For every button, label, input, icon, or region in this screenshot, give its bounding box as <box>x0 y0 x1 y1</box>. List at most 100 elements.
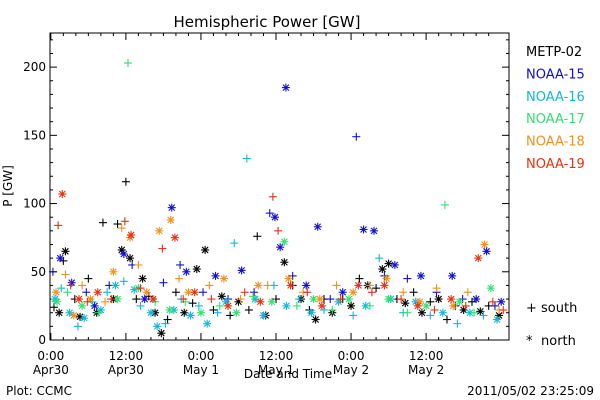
south-point <box>94 308 103 317</box>
north-point <box>359 225 368 234</box>
north-point <box>259 311 268 320</box>
south-point <box>107 295 116 304</box>
north-point <box>281 83 290 92</box>
star-stroke <box>422 302 430 310</box>
star-stroke <box>191 288 199 296</box>
x-tick-label-date: May 1 <box>258 363 294 377</box>
south-point <box>226 311 235 320</box>
south-point <box>265 209 274 218</box>
south-point <box>403 274 412 283</box>
south-point <box>78 281 87 290</box>
star-stroke <box>308 309 315 317</box>
north-point <box>190 288 199 297</box>
north-point <box>413 301 422 310</box>
north-point <box>313 222 322 231</box>
star-stroke <box>256 298 264 306</box>
star-stroke <box>302 282 310 289</box>
north-point <box>155 226 164 235</box>
north-point <box>196 308 205 317</box>
star-stroke <box>118 246 126 254</box>
north-point <box>284 274 293 283</box>
star-stroke <box>414 302 422 310</box>
star-stroke <box>385 260 392 267</box>
south-point <box>328 305 337 314</box>
star-stroke <box>62 247 69 255</box>
star-stroke <box>180 309 188 317</box>
star-stroke <box>251 295 259 303</box>
north-point <box>90 301 99 310</box>
north-point <box>472 295 481 304</box>
star-stroke <box>197 309 205 317</box>
north-point <box>286 281 295 290</box>
south-point <box>375 254 384 263</box>
south-point <box>207 295 216 304</box>
north-point <box>74 295 83 304</box>
star-stroke <box>233 309 240 317</box>
south-point <box>98 218 107 227</box>
star-stroke <box>149 295 157 303</box>
north-point <box>482 247 491 256</box>
y-tick-label: 50 <box>31 265 46 279</box>
north-point <box>384 259 393 268</box>
star-stroke <box>378 265 386 273</box>
south-point <box>136 301 145 310</box>
south-point <box>326 295 335 304</box>
star-stroke <box>112 282 119 289</box>
star-stroke <box>203 320 211 328</box>
north-point <box>109 267 118 276</box>
star-stroke <box>310 295 317 303</box>
north-point <box>302 281 311 290</box>
south-point <box>194 301 203 310</box>
south-point <box>430 305 439 314</box>
star-stroke <box>168 204 176 212</box>
south-point <box>82 288 91 297</box>
south-point <box>230 239 239 248</box>
south-point <box>263 281 272 290</box>
north-point <box>146 308 155 317</box>
north-point <box>237 266 246 275</box>
star-stroke <box>285 275 292 282</box>
south-point <box>336 295 345 304</box>
south-point <box>158 244 167 253</box>
star-stroke <box>53 298 61 306</box>
south-point <box>188 299 197 308</box>
north-point <box>157 329 166 338</box>
star-stroke <box>58 190 66 198</box>
star-stroke <box>182 268 190 276</box>
north-point <box>186 311 195 320</box>
star-stroke <box>91 302 99 310</box>
north-point <box>447 295 456 304</box>
star-stroke <box>474 254 482 262</box>
south-point <box>103 288 112 297</box>
north-point <box>497 297 506 306</box>
north-point <box>80 314 89 323</box>
south-point <box>488 297 497 306</box>
south-point <box>352 132 361 141</box>
star-stroke <box>381 282 388 289</box>
south-point <box>73 322 82 331</box>
star-stroke <box>238 267 245 274</box>
star-stroke <box>362 302 370 310</box>
x-tick-label-time: 0:00 <box>37 349 64 363</box>
star-stroke <box>126 254 134 262</box>
south-point <box>101 297 110 306</box>
star-stroke <box>349 288 357 296</box>
north-point <box>140 295 149 304</box>
star-stroke <box>287 282 294 289</box>
star-stroke <box>314 223 322 231</box>
south-point <box>249 292 258 301</box>
south-point <box>463 288 472 297</box>
north-point <box>311 315 320 324</box>
y-tick-label: 150 <box>23 128 46 142</box>
star-stroke <box>109 268 117 276</box>
star-stroke <box>339 288 347 296</box>
south-point <box>365 301 374 310</box>
north-point <box>119 250 128 259</box>
star-stroke <box>481 241 488 248</box>
south-point <box>367 288 376 297</box>
star-stroke <box>80 314 88 322</box>
star-stroke <box>201 246 209 254</box>
x-tick-label-date: Apr30 <box>33 363 69 377</box>
star-stroke <box>157 329 165 337</box>
north-point <box>344 295 353 304</box>
